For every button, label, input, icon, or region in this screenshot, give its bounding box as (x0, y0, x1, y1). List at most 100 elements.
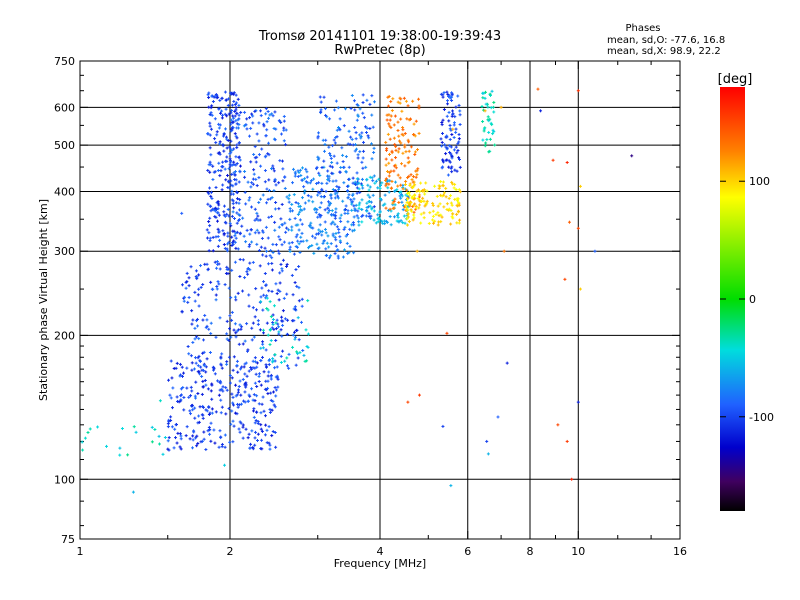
data-point (384, 140, 388, 144)
data-point (259, 164, 263, 168)
data-point (224, 178, 228, 182)
data-point (235, 143, 239, 147)
data-point (255, 242, 259, 246)
data-point (229, 183, 233, 187)
data-point (221, 160, 225, 164)
data-point (376, 213, 380, 217)
data-point (195, 317, 199, 321)
data-point (213, 137, 217, 141)
data-point (201, 318, 205, 322)
data-point (209, 439, 213, 443)
data-point (422, 188, 426, 192)
data-point (295, 233, 299, 237)
data-point (271, 322, 275, 326)
data-point (257, 153, 261, 157)
data-point (282, 296, 286, 300)
data-point (253, 145, 257, 149)
data-point (414, 119, 418, 123)
data-point (234, 246, 238, 250)
data-point (454, 145, 458, 149)
data-point (296, 239, 300, 243)
data-point (291, 167, 295, 171)
data-point (237, 384, 241, 388)
data-point (230, 172, 234, 176)
data-point (355, 186, 359, 190)
data-point (257, 201, 261, 205)
data-point (131, 490, 135, 494)
data-point (260, 447, 264, 451)
data-point (274, 321, 278, 325)
data-point (387, 174, 391, 178)
data-point (208, 204, 212, 208)
data-point (216, 207, 220, 211)
data-point (96, 425, 100, 429)
data-point (394, 166, 398, 170)
data-point (457, 133, 461, 137)
data-point (439, 213, 443, 217)
data-point (273, 207, 277, 211)
data-point (226, 234, 230, 238)
data-point (336, 196, 340, 200)
data-point (349, 198, 353, 202)
data-point (225, 337, 229, 341)
data-point (293, 330, 297, 334)
data-point (405, 117, 409, 121)
data-point (231, 395, 235, 399)
data-point (247, 304, 251, 308)
data-point (265, 294, 269, 298)
data-point (402, 205, 406, 209)
data-point (312, 177, 316, 181)
data-point (241, 342, 245, 346)
data-point (457, 188, 461, 192)
data-point (448, 127, 452, 131)
data-point (339, 219, 343, 223)
data-point (259, 359, 263, 363)
data-point (223, 127, 227, 131)
data-point (352, 251, 356, 255)
data-point (244, 427, 248, 431)
data-point (237, 123, 241, 127)
data-point (221, 385, 225, 389)
data-point (387, 94, 391, 98)
data-point (446, 173, 450, 177)
data-point (539, 109, 543, 113)
data-point (347, 193, 351, 197)
data-point (206, 168, 210, 172)
data-point (320, 233, 324, 237)
data-point (450, 99, 454, 103)
data-point (336, 106, 340, 110)
data-point (227, 355, 231, 359)
data-point (384, 157, 388, 161)
data-point (228, 374, 232, 378)
data-point (436, 211, 440, 215)
data-point (346, 209, 350, 213)
data-point (190, 403, 194, 407)
data-point (293, 337, 297, 341)
data-point (456, 142, 460, 146)
data-point (335, 128, 339, 132)
data-point (210, 104, 214, 108)
data-point (456, 149, 460, 153)
data-point (190, 446, 194, 450)
data-point (236, 97, 240, 101)
data-point (440, 123, 444, 127)
data-point (333, 252, 337, 256)
data-point (199, 264, 203, 268)
data-point (423, 204, 427, 208)
data-point (294, 328, 298, 332)
data-point (287, 197, 291, 201)
data-point (234, 119, 238, 123)
data-point (309, 179, 313, 183)
data-point (407, 118, 411, 122)
data-point (215, 211, 219, 215)
data-point (229, 139, 233, 143)
data-point (277, 181, 281, 185)
data-point (273, 431, 277, 435)
data-point (219, 411, 223, 415)
data-point (299, 174, 303, 178)
data-point (344, 234, 348, 238)
data-point (199, 440, 203, 444)
data-point (324, 231, 328, 235)
data-point (310, 234, 314, 238)
data-point (230, 214, 234, 218)
